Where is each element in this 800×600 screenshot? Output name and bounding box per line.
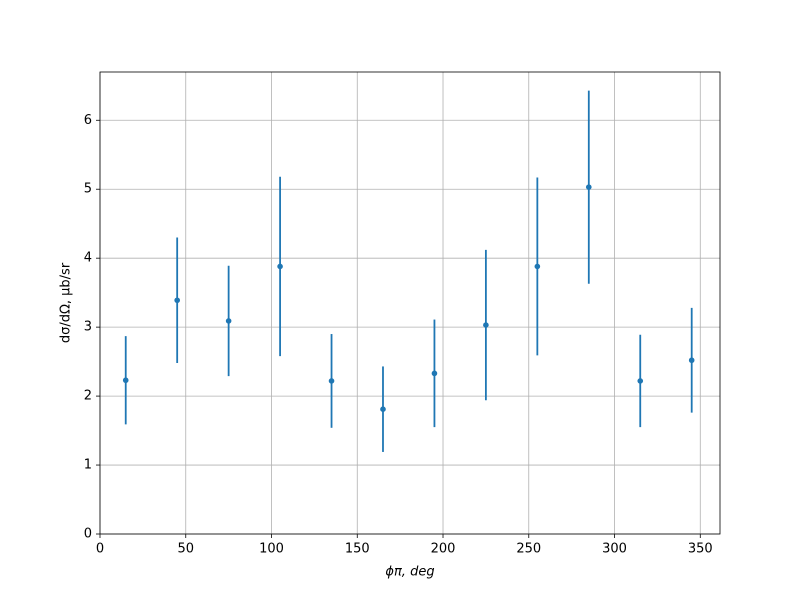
y-tick-label: 1 [84,458,92,473]
y-tick-label: 4 [84,251,92,266]
x-tick-label: 200 [431,542,456,557]
y-tick-label: 0 [84,527,92,542]
data-point [174,297,180,304]
data-point [688,357,695,364]
x-tick-label: 350 [688,542,713,557]
data-point [431,370,438,377]
x-tick-label: 150 [345,542,370,557]
y-tick-label: 3 [84,320,92,335]
data-point [534,263,541,270]
data-point [585,184,592,190]
x-tick-label: 0 [96,542,104,557]
x-tick-label: 250 [516,542,541,557]
data-point [637,378,644,384]
y-tick-label: 2 [84,389,92,404]
plot-frame [99,71,721,535]
y-axis-label: dσ/dΩ, μb/sr [59,262,74,343]
data-point [328,378,335,384]
x-tick-label: 100 [259,542,284,557]
y-tick-label: 5 [84,182,92,197]
data-point [225,318,232,324]
data-point [380,406,386,412]
x-tick-label: 50 [177,542,194,557]
x-tick-label: 300 [602,542,627,557]
data-point [483,322,489,328]
data-point [122,377,129,384]
x-axis-label: ϕπ, deg [385,565,434,580]
data-point [277,263,283,270]
y-tick-label: 6 [84,113,92,128]
